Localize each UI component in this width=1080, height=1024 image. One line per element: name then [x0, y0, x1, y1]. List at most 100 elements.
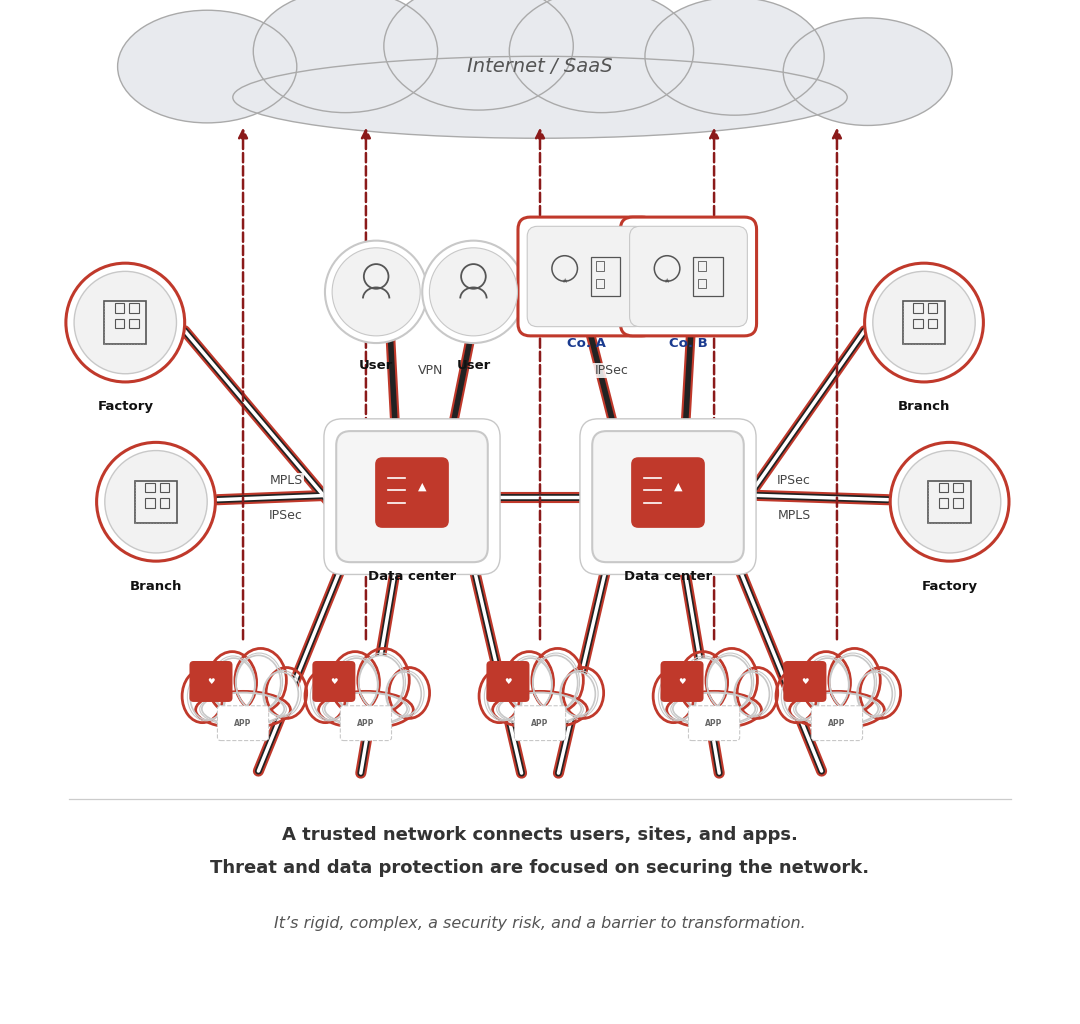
- Text: APP: APP: [828, 719, 846, 728]
- FancyBboxPatch shape: [661, 662, 703, 702]
- Bar: [929, 480, 971, 523]
- FancyBboxPatch shape: [514, 706, 566, 740]
- Ellipse shape: [386, 672, 421, 716]
- Text: Data center: Data center: [624, 570, 712, 584]
- Text: ♥: ♥: [504, 677, 512, 686]
- Text: User: User: [457, 359, 490, 373]
- FancyBboxPatch shape: [518, 217, 654, 336]
- Text: Internet / SaaS: Internet / SaaS: [468, 57, 612, 76]
- Bar: [160, 498, 170, 508]
- Circle shape: [333, 248, 420, 336]
- Text: A trusted network connects users, sites, and apps.: A trusted network connects users, sites,…: [282, 825, 798, 844]
- Text: ★: ★: [664, 278, 671, 284]
- Ellipse shape: [487, 674, 523, 720]
- Bar: [114, 318, 124, 329]
- Ellipse shape: [661, 674, 697, 720]
- Circle shape: [899, 451, 1001, 553]
- Bar: [145, 498, 154, 508]
- Text: APP: APP: [357, 719, 375, 728]
- Text: Branch: Branch: [897, 400, 950, 414]
- Bar: [928, 318, 937, 329]
- Text: IPSec: IPSec: [777, 474, 811, 486]
- FancyBboxPatch shape: [783, 662, 826, 702]
- Circle shape: [325, 241, 428, 343]
- Bar: [939, 498, 948, 508]
- Circle shape: [75, 271, 176, 374]
- Ellipse shape: [684, 658, 726, 712]
- Text: Factory: Factory: [97, 400, 153, 414]
- Bar: [591, 256, 620, 297]
- Bar: [160, 482, 170, 493]
- Text: ▲: ▲: [674, 481, 683, 492]
- FancyBboxPatch shape: [688, 706, 740, 740]
- Text: APP: APP: [531, 719, 549, 728]
- Text: Data center: Data center: [368, 570, 456, 584]
- Text: ★: ★: [562, 278, 568, 284]
- FancyBboxPatch shape: [486, 662, 529, 702]
- Ellipse shape: [313, 674, 348, 720]
- Ellipse shape: [856, 672, 892, 716]
- Ellipse shape: [233, 56, 847, 138]
- Circle shape: [422, 241, 525, 343]
- Ellipse shape: [335, 658, 378, 712]
- Circle shape: [66, 263, 185, 382]
- Bar: [596, 279, 604, 289]
- Bar: [698, 261, 706, 271]
- Ellipse shape: [202, 692, 284, 725]
- Circle shape: [96, 442, 215, 561]
- Ellipse shape: [325, 692, 407, 725]
- Circle shape: [430, 248, 517, 336]
- Bar: [903, 301, 945, 344]
- Text: Threat and data protection are focused on securing the network.: Threat and data protection are focused o…: [211, 859, 869, 878]
- Text: ♥: ♥: [330, 677, 338, 686]
- Ellipse shape: [264, 672, 298, 716]
- Bar: [145, 482, 154, 493]
- Text: IPSec: IPSec: [595, 365, 629, 377]
- Ellipse shape: [829, 655, 875, 711]
- FancyBboxPatch shape: [630, 226, 747, 327]
- Ellipse shape: [784, 674, 820, 720]
- Text: APP: APP: [705, 719, 723, 728]
- Circle shape: [873, 271, 975, 374]
- Text: MPLS: MPLS: [778, 509, 811, 521]
- Ellipse shape: [807, 658, 849, 712]
- Ellipse shape: [235, 655, 281, 711]
- Text: It’s rigid, complex, a security risk, and a barrier to transformation.: It’s rigid, complex, a security risk, an…: [274, 916, 806, 931]
- Bar: [135, 480, 177, 523]
- Ellipse shape: [359, 655, 404, 711]
- Ellipse shape: [532, 655, 578, 711]
- FancyBboxPatch shape: [631, 457, 705, 528]
- Ellipse shape: [645, 0, 824, 116]
- FancyBboxPatch shape: [189, 662, 232, 702]
- Bar: [693, 256, 723, 297]
- FancyBboxPatch shape: [620, 217, 757, 336]
- Text: ♥: ♥: [801, 677, 809, 686]
- Bar: [954, 482, 963, 493]
- Text: Factory: Factory: [921, 580, 977, 593]
- Ellipse shape: [561, 672, 595, 716]
- Text: VPN: VPN: [418, 365, 443, 377]
- Text: Co. A: Co. A: [567, 337, 606, 350]
- Bar: [939, 482, 948, 493]
- FancyBboxPatch shape: [592, 431, 744, 562]
- Bar: [130, 318, 138, 329]
- FancyBboxPatch shape: [340, 706, 392, 740]
- FancyBboxPatch shape: [811, 706, 863, 740]
- Circle shape: [890, 442, 1009, 561]
- FancyBboxPatch shape: [324, 419, 500, 574]
- Ellipse shape: [707, 655, 752, 711]
- Text: Branch: Branch: [130, 580, 183, 593]
- Circle shape: [105, 451, 207, 553]
- Text: APP: APP: [234, 719, 252, 728]
- Text: ▲: ▲: [418, 481, 427, 492]
- FancyBboxPatch shape: [580, 419, 756, 574]
- Bar: [928, 303, 937, 313]
- Ellipse shape: [510, 0, 693, 113]
- Bar: [954, 498, 963, 508]
- Bar: [130, 303, 138, 313]
- Ellipse shape: [190, 674, 226, 720]
- Ellipse shape: [673, 692, 755, 725]
- FancyBboxPatch shape: [336, 431, 488, 562]
- Ellipse shape: [796, 692, 878, 725]
- Bar: [596, 261, 604, 271]
